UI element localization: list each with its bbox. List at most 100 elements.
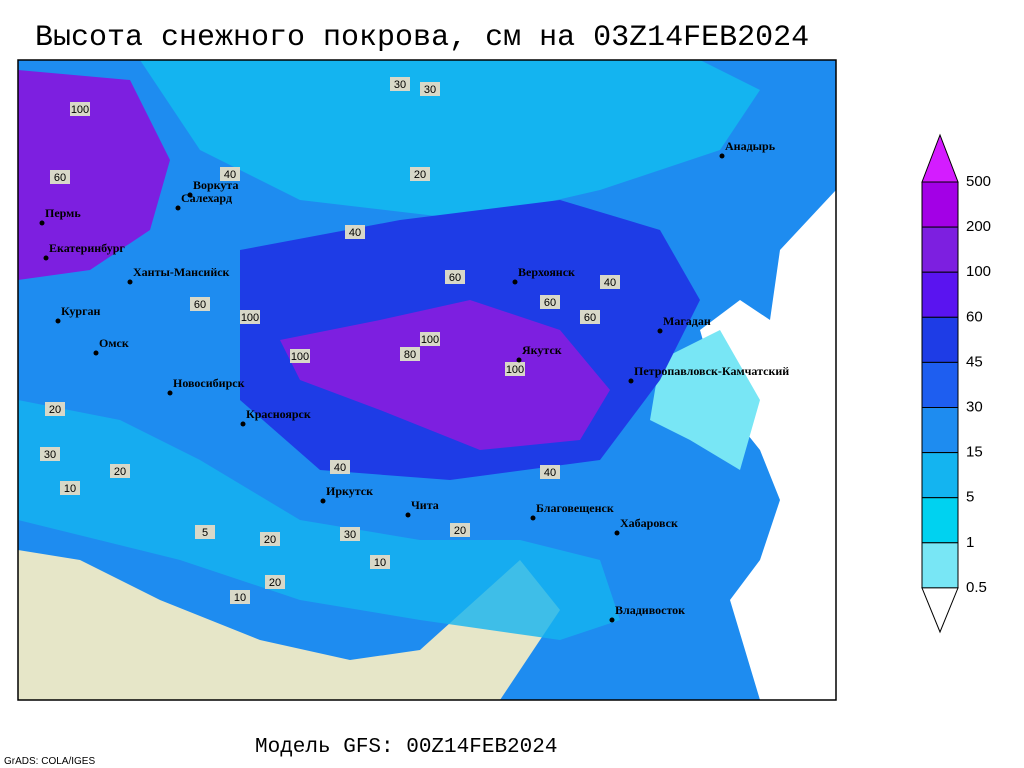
- contour-label: 100: [291, 351, 309, 363]
- city-label: Курган: [61, 304, 101, 318]
- city-label: Хабаровск: [620, 516, 678, 530]
- contour-label-bg: [540, 295, 560, 309]
- legend-label: 45: [966, 353, 983, 370]
- city-dot: [39, 220, 45, 226]
- city-label: Верхоянск: [518, 265, 575, 279]
- contour-label-bg: [420, 332, 440, 346]
- legend-label: 5: [966, 489, 974, 506]
- contour-label: 60: [54, 172, 66, 184]
- contour-label-bg: [290, 349, 310, 363]
- city-label: Салехард: [181, 191, 232, 205]
- legend-label: 100: [966, 263, 991, 280]
- city-dot: [43, 255, 49, 261]
- legend-label: 0.5: [966, 579, 987, 596]
- legend-box: [921, 181, 959, 228]
- arctic-ocean: [140, 60, 760, 220]
- contour-label-bg: [45, 402, 65, 416]
- contour-label: 30: [344, 529, 356, 541]
- contour-label-bg: [450, 523, 470, 537]
- contour-label: 10: [374, 557, 386, 569]
- title: Высота снежного покрова, см на 03Z14FEB2…: [35, 21, 809, 55]
- legend-box: [921, 316, 959, 363]
- city-dot: [405, 512, 411, 518]
- contour-label: 100: [421, 334, 439, 346]
- contour-label: 10: [64, 483, 76, 495]
- city-dot: [127, 279, 133, 285]
- legend-label: 1: [966, 534, 974, 551]
- contour-label-bg: [60, 481, 80, 495]
- city-dot: [614, 530, 620, 536]
- contour-label-bg: [345, 225, 365, 239]
- contour-label: 30: [44, 449, 56, 461]
- contour-label-bg: [580, 310, 600, 324]
- contour-label-bg: [340, 527, 360, 541]
- contour-label: 100: [71, 104, 89, 116]
- city-label: Омск: [99, 336, 129, 350]
- contour-label: 80: [404, 349, 416, 361]
- city-dot: [512, 279, 518, 285]
- contour-label: 20: [264, 534, 276, 546]
- city-label: Петропавловск-Камчатский: [634, 364, 789, 378]
- contour-label-bg: [410, 167, 430, 181]
- thin-snow: [18, 400, 620, 640]
- contour-label-bg: [400, 347, 420, 361]
- city-label: Иркутск: [326, 484, 373, 498]
- legend-label: 200: [966, 218, 991, 235]
- city-label: Благовещенск: [536, 501, 614, 515]
- legend-box: [921, 226, 959, 273]
- contour-label: 60: [449, 272, 461, 284]
- okhotsk: [650, 330, 760, 470]
- legend-label: 500: [966, 173, 991, 190]
- contour-label: 20: [269, 577, 281, 589]
- city-label: Новосибирск: [173, 376, 245, 390]
- city-dot: [240, 421, 246, 427]
- legend-cap-top: [921, 133, 959, 183]
- city-dot: [530, 515, 536, 521]
- contour-label-bg: [50, 170, 70, 184]
- ural-snow: [18, 70, 170, 280]
- contour-label-bg: [540, 465, 560, 479]
- city-label: Пермь: [45, 206, 81, 220]
- city-dot: [320, 498, 326, 504]
- contour-label-bg: [505, 362, 525, 376]
- contour-label: 40: [334, 462, 346, 474]
- city-dot: [187, 192, 193, 198]
- contour-label: 20: [49, 404, 61, 416]
- contour-label: 20: [454, 525, 466, 537]
- city-label: Воркута: [193, 178, 238, 192]
- legend: 500 200 100 60 45 30 15 5 1 0.5: [921, 133, 991, 634]
- city-dot: [55, 318, 61, 324]
- city-dot: [516, 357, 522, 363]
- contour-label: 20: [114, 466, 126, 478]
- contour-label-bg: [40, 447, 60, 461]
- contour-label-bg: [190, 297, 210, 311]
- legend-cap-bottom: [921, 587, 959, 634]
- legend-box: [921, 407, 959, 454]
- legend-label: 15: [966, 444, 983, 461]
- contour-label-bg: [230, 590, 250, 604]
- city-label: Владивосток: [615, 603, 685, 617]
- legend-box: [921, 497, 959, 544]
- map-frame: [17, 59, 837, 701]
- contour-label-bg: [330, 460, 350, 474]
- no-snow: [18, 550, 560, 700]
- contour-label: 60: [584, 312, 596, 324]
- contour-label-bg: [220, 167, 240, 181]
- city-label: Чита: [411, 498, 439, 512]
- contour-label-bg: [420, 82, 440, 96]
- contour-label-bg: [240, 310, 260, 324]
- contour-label-bg: [390, 77, 410, 91]
- contour-label-bg: [260, 532, 280, 546]
- credit: GrADS: COLA/IGES: [4, 756, 95, 767]
- contour-label-bg: [70, 102, 90, 116]
- city-dot: [657, 328, 663, 334]
- contour-label-bg: [110, 464, 130, 478]
- contour-label: 30: [394, 79, 406, 91]
- labels: 100 60 40 30 30 20 40 60 60 100 100 80 100 60 100 60 40 4…: [39, 77, 789, 623]
- contour-label: 5: [202, 527, 208, 539]
- contour-label: 40: [604, 277, 616, 289]
- legend-box: [921, 271, 959, 318]
- contour-label: 30: [424, 84, 436, 96]
- map: [17, 59, 837, 701]
